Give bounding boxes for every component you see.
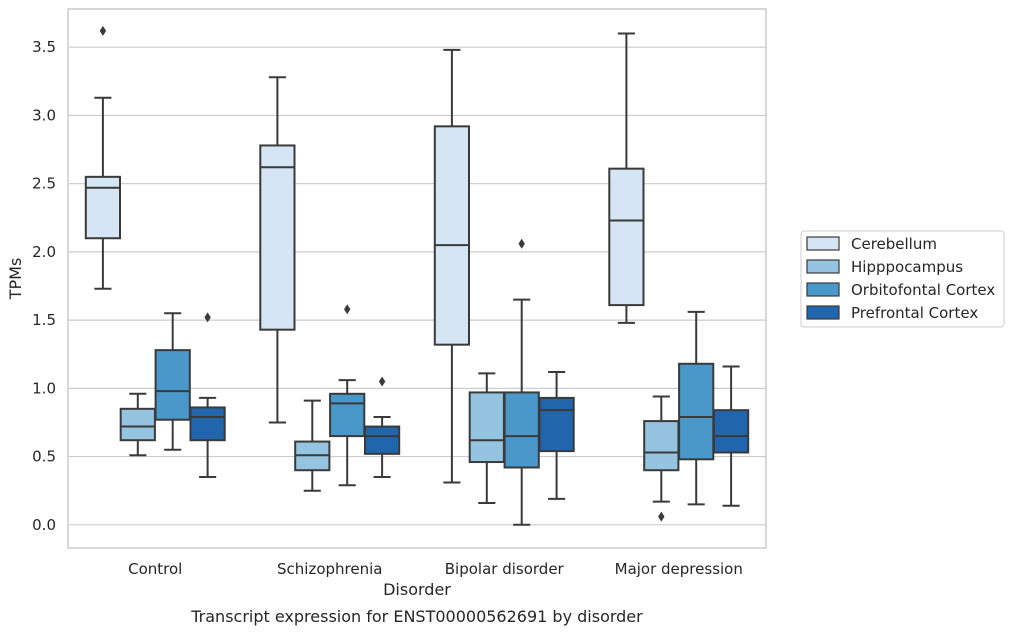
legend-swatch [806,236,840,251]
iqr-box [608,167,645,307]
outlier-point [204,312,211,323]
outlier-point [658,511,665,522]
figure-caption: Transcript expression for ENST0000056269… [190,607,643,626]
box-cerebellum [608,32,645,324]
plot-area-frame [67,8,767,549]
iqr-box [643,420,680,472]
legend-swatch [806,282,840,297]
box-hipppocampus [119,392,156,457]
box-prefrontal-cortex [189,312,226,479]
iqr-box [189,406,226,442]
y-tick-label: 3.5 [32,38,56,56]
box-cerebellum [259,76,296,424]
box-prefrontal-cortex [363,376,401,479]
box-hipppocampus [468,372,505,504]
iqr-box [363,425,401,455]
legend-frame [800,230,1005,328]
legend-swatch [806,259,840,274]
y-tick-label: 2.0 [32,243,56,261]
legend: Cerebellum Hipppocampus Orbitofontal Corte… [800,230,1005,328]
box-cerebellum [84,25,122,290]
legend-label: Orbitofontal Cortex [851,281,995,299]
iqr-box [468,391,505,464]
iqr-box [154,349,191,421]
y-tick-label: 3.0 [32,106,56,124]
iqr-box [678,362,715,461]
box-orbitofontal-cortex [678,310,715,506]
iqr-box [119,407,156,442]
y-tick-label: 1.5 [32,311,56,329]
y-tick-label: 0.5 [32,448,56,466]
x-axis-ticks: Control Schizophrenia Bipolar disorder Majo… [128,560,743,578]
y-axis-ticks: 0.0 0.5 1.0 1.5 2.0 2.5 3.0 3.5 [32,38,56,534]
x-tick-label: Control [128,560,182,578]
y-axis-title: TPMs [6,258,25,301]
outlier-point [99,25,107,36]
legend-swatch [806,305,840,320]
iqr-box [538,396,575,453]
box-plot-series [84,25,750,526]
iqr-box [259,144,296,331]
y-tick-label: 1.0 [32,379,56,397]
iqr-box [503,391,540,469]
y-tick-label: 2.5 [32,175,56,193]
x-tick-label: Bipolar disorder [445,560,565,578]
box-orbitofontal-cortex [503,238,540,526]
x-tick-label: Major depression [615,560,743,578]
x-tick-label: Schizophrenia [277,560,382,578]
iqr-box [329,392,366,438]
iqr-box [84,175,122,240]
box-orbitofontal-cortex [329,304,366,487]
legend-label: Prefrontal Cortex [851,304,978,322]
box-prefrontal-cortex [712,365,750,507]
x-axis-title: Disorder [383,580,451,599]
box-cerebellum [433,48,471,484]
iqr-box [712,409,750,454]
outlier-point [344,304,351,315]
box-hipppocampus [643,395,680,522]
y-tick-label: 0.0 [32,516,56,534]
box-hipppocampus [294,399,331,492]
box-orbitofontal-cortex [154,312,191,451]
box-prefrontal-cortex [538,370,575,500]
legend-label: Cerebellum [851,235,937,253]
iqr-box [433,125,471,346]
outlier-point [378,376,386,387]
legend-label: Hipppocampus [851,258,963,276]
outlier-point [518,238,525,249]
